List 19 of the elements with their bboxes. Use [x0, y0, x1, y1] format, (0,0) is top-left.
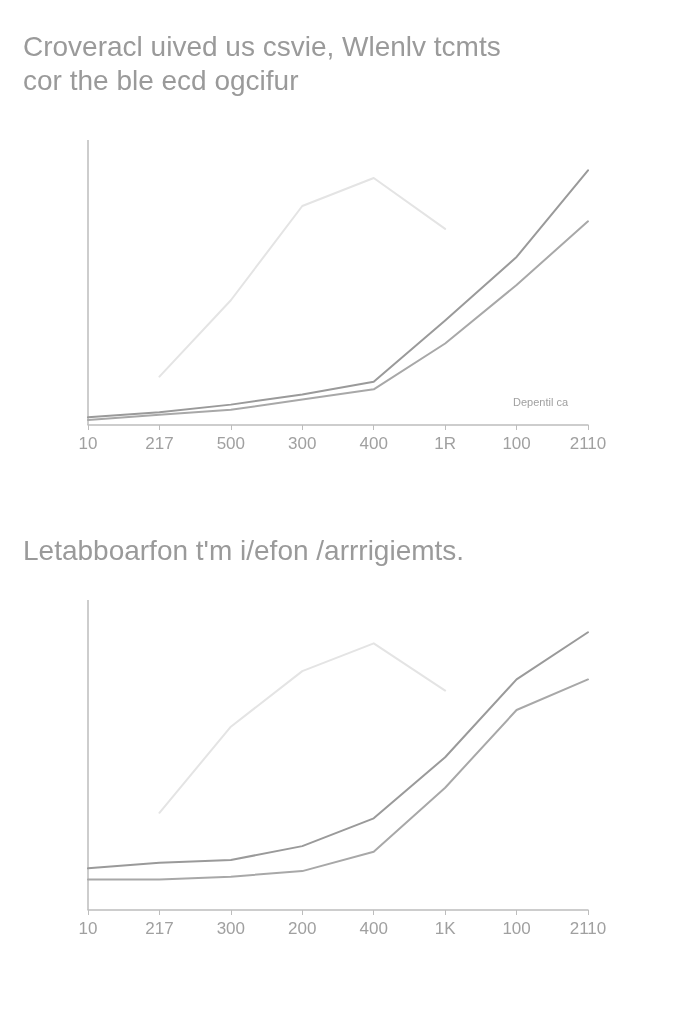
- chart-title: Letabboarfon t'm i/efon /arrrigiemts.: [23, 534, 465, 566]
- x-tick-label: 1R: [434, 434, 457, 453]
- x-tick-label: 1K: [434, 919, 457, 938]
- annotation: Depentil ca: [512, 395, 569, 408]
- x-tick-label: 400: [359, 919, 388, 938]
- x-tick-label: 217: [145, 434, 174, 453]
- x-tick-label: 2110: [569, 434, 607, 453]
- x-tick-label: 300: [216, 919, 246, 938]
- x-tick-label: 100: [502, 434, 531, 453]
- x-tick-label: 10: [78, 919, 98, 938]
- x-tick-label: 400: [359, 434, 388, 453]
- x-tick-label: 2110: [569, 919, 607, 938]
- chart-title: Croveracl uived us csvie, Wlenlv tcmts cor the ble ecd ogcifur: [23, 30, 501, 96]
- x-tick-label: 200: [288, 919, 317, 938]
- x-tick-label: 217: [145, 919, 174, 938]
- x-tick-label: 100: [502, 919, 531, 938]
- x-tick-label: 300: [288, 434, 317, 453]
- x-tick-label: 500: [216, 434, 246, 453]
- x-tick-label: 10: [78, 434, 98, 453]
